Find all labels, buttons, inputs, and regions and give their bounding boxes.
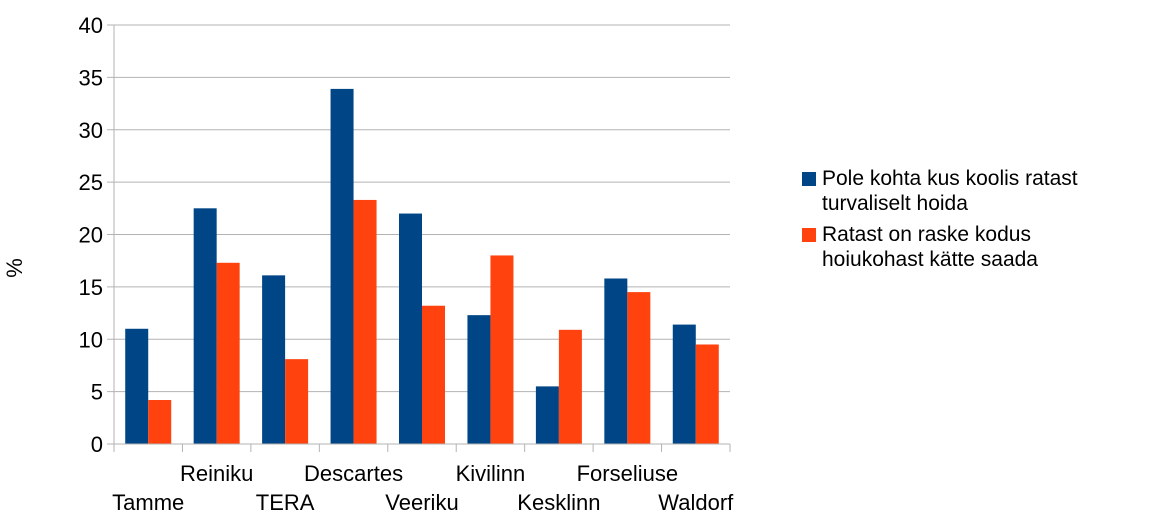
bar-veeriku-series-1 bbox=[399, 213, 422, 444]
bar-waldorf-series-1 bbox=[672, 324, 696, 444]
bar-tamme-series-1 bbox=[125, 328, 149, 444]
y-tick-label: 15 bbox=[79, 275, 103, 300]
bar-waldorf-series-2 bbox=[695, 344, 719, 444]
axes bbox=[107, 24, 731, 452]
y-axis-label: % bbox=[2, 258, 27, 278]
x-tick-label: Kesklinn bbox=[517, 490, 600, 515]
x-tick-label: Veeriku bbox=[385, 490, 458, 515]
bar-tamme-series-2 bbox=[148, 400, 172, 444]
x-tick-label: TERA bbox=[256, 490, 315, 515]
legend-item-series-2: Ratast on raske kodus hoiukohast kätte s… bbox=[802, 222, 1152, 272]
y-tick-label: 10 bbox=[79, 327, 103, 352]
y-tick-label: 40 bbox=[79, 13, 103, 38]
y-tick-label: 30 bbox=[79, 118, 103, 143]
y-tick-label: 35 bbox=[79, 65, 103, 90]
legend-item-series-1: Pole kohta kus koolis ratast turvaliselt… bbox=[802, 166, 1152, 216]
bar-reiniku-series-1 bbox=[193, 208, 217, 444]
legend: Pole kohta kus koolis ratast turvaliselt… bbox=[802, 166, 1152, 278]
bar-forseliuse-series-1 bbox=[604, 278, 628, 444]
y-tick-label: 5 bbox=[91, 380, 103, 405]
bar-veeriku-series-2 bbox=[422, 305, 445, 444]
x-tick-label: Reiniku bbox=[180, 461, 253, 486]
bar-kivilinn-series-1 bbox=[467, 315, 491, 444]
legend-swatch-series-1 bbox=[802, 172, 816, 186]
bar-kesklinn-series-2 bbox=[558, 329, 582, 444]
bar-tera-series-1 bbox=[262, 275, 286, 444]
y-tick-label: 20 bbox=[79, 223, 103, 248]
bar-descartes-series-2 bbox=[353, 199, 377, 444]
bar-reiniku-series-2 bbox=[216, 262, 240, 444]
bar-descartes-series-1 bbox=[330, 88, 354, 445]
x-tick-label: Descartes bbox=[304, 461, 403, 486]
bar-tera-series-2 bbox=[285, 359, 309, 444]
x-tick-label: Waldorf bbox=[658, 490, 734, 515]
bar-kivilinn-series-2 bbox=[490, 255, 514, 444]
legend-label-series-2: Ratast on raske kodus hoiukohast kätte s… bbox=[822, 223, 1038, 271]
bars bbox=[125, 88, 719, 445]
y-tick-label: 0 bbox=[91, 432, 103, 457]
bar-forseliuse-series-2 bbox=[627, 292, 651, 444]
x-tick-label: Kivilinn bbox=[456, 461, 526, 486]
y-tick-label: 25 bbox=[79, 170, 103, 195]
y-tick-labels: 0 5 10 15 20 25 30 35 40 bbox=[79, 13, 103, 457]
bar-kesklinn-series-1 bbox=[535, 386, 559, 444]
legend-label-series-1: Pole kohta kus koolis ratast turvaliselt… bbox=[822, 167, 1078, 215]
x-tick-label: Tamme bbox=[112, 490, 184, 515]
legend-swatch-series-2 bbox=[802, 228, 816, 242]
x-tick-label: Forseliuse bbox=[577, 461, 678, 486]
